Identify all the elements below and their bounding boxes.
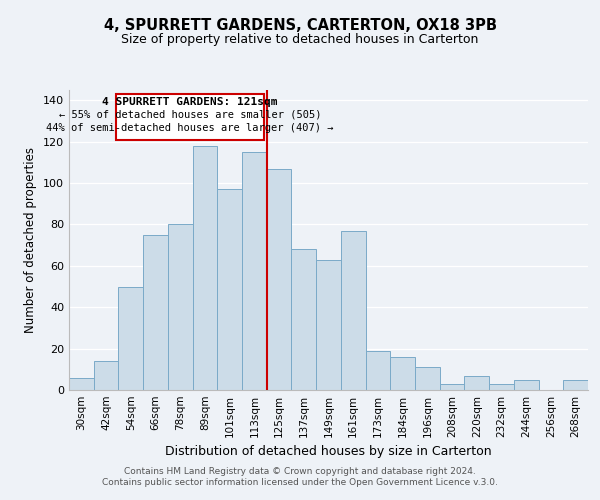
FancyBboxPatch shape (116, 94, 264, 140)
Bar (242, 152, 267, 390)
Text: 4 SPURRETT GARDENS: 121sqm: 4 SPURRETT GARDENS: 121sqm (103, 98, 278, 108)
Bar (365, 350, 390, 390)
Bar (193, 146, 217, 390)
Bar (292, 250, 316, 390)
Bar (563, 380, 588, 390)
Bar (118, 286, 143, 390)
X-axis label: Distribution of detached houses by size in Carterton: Distribution of detached houses by size … (165, 446, 492, 458)
Bar (341, 230, 365, 390)
Bar (464, 376, 489, 390)
Text: ← 55% of detached houses are smaller (505): ← 55% of detached houses are smaller (50… (59, 110, 322, 120)
Bar (514, 380, 539, 390)
Text: 4, SPURRETT GARDENS, CARTERTON, OX18 3PB: 4, SPURRETT GARDENS, CARTERTON, OX18 3PB (104, 18, 497, 32)
Bar (440, 384, 464, 390)
Bar (69, 378, 94, 390)
Text: 44% of semi-detached houses are larger (407) →: 44% of semi-detached houses are larger (… (46, 124, 334, 134)
Bar (267, 168, 292, 390)
Bar (415, 367, 440, 390)
Bar (217, 190, 242, 390)
Text: Size of property relative to detached houses in Carterton: Size of property relative to detached ho… (121, 32, 479, 46)
Bar (316, 260, 341, 390)
Bar (390, 357, 415, 390)
Bar (168, 224, 193, 390)
Text: Contains public sector information licensed under the Open Government Licence v.: Contains public sector information licen… (102, 478, 498, 487)
Bar (143, 235, 168, 390)
Text: Contains HM Land Registry data © Crown copyright and database right 2024.: Contains HM Land Registry data © Crown c… (124, 467, 476, 476)
Bar (94, 361, 118, 390)
Bar (489, 384, 514, 390)
Y-axis label: Number of detached properties: Number of detached properties (25, 147, 37, 333)
